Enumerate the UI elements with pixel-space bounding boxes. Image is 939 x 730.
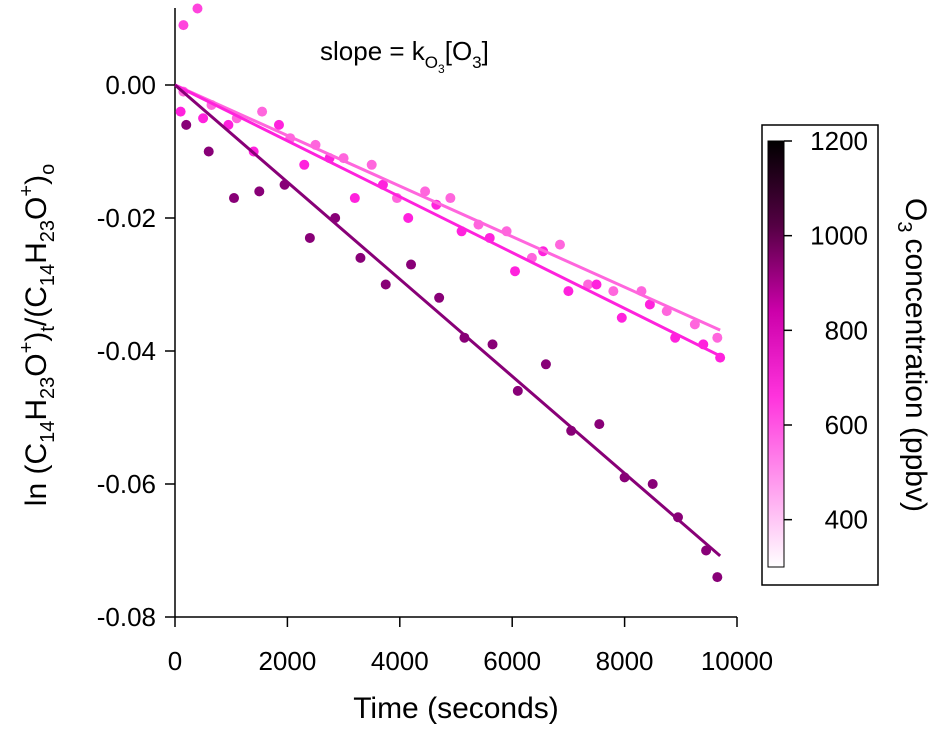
data-point: [178, 20, 189, 31]
data-point: [273, 119, 284, 130]
data-point: [181, 119, 192, 130]
data-point: [583, 279, 594, 290]
y-ticks: 0.00 -0.02 -0.04 -0.06 -0.08: [97, 70, 175, 632]
data-point: [420, 186, 431, 197]
x-tick-label: 6000: [483, 646, 541, 676]
data-point: [644, 299, 655, 310]
x-tick-label: 10000: [701, 646, 773, 676]
data-point: [403, 213, 414, 223]
fit-line: [174, 83, 721, 332]
fit-line: [174, 83, 722, 558]
colorbar-ticks: 400 600 800 1000 1200: [784, 126, 868, 535]
y-tick-label: 0.00: [105, 70, 156, 100]
data-point: [203, 146, 214, 157]
data-point: [712, 332, 723, 343]
data-point: [445, 193, 456, 204]
data-point: [175, 106, 186, 117]
data-point: [406, 259, 417, 270]
data-point: [616, 312, 627, 323]
data-point: [198, 113, 209, 124]
data-point: [355, 252, 366, 263]
data-point: [594, 419, 605, 430]
colorbar-tick-label: 400: [825, 505, 868, 535]
y-tick-label: -0.02: [97, 203, 156, 233]
x-tick-label: 0: [168, 646, 182, 676]
data-point: [304, 232, 315, 243]
data-point: [689, 319, 700, 330]
colorbar-tick-label: 600: [825, 410, 868, 440]
y-tick-label: -0.08: [97, 602, 156, 632]
x-tick-label: 2000: [258, 646, 316, 676]
colorbar-title: O3concentration (ppbv): [893, 198, 932, 512]
fit-lines: [174, 83, 722, 558]
data-point: [591, 279, 602, 290]
data-point: [229, 193, 240, 204]
x-tick-label: 8000: [596, 646, 654, 676]
data-point: [512, 385, 523, 396]
y-axis-title: ln (C14H23O+)t/(C14H23O+)o: [16, 164, 59, 506]
fit-line: [174, 83, 721, 358]
data-point: [608, 286, 619, 297]
x-axis-title: Time (seconds): [353, 692, 559, 725]
data-point: [540, 359, 551, 370]
colorbar-gradient: [767, 140, 785, 568]
data-point: [349, 193, 360, 204]
data-points: [175, 3, 726, 583]
data-point: [366, 159, 377, 170]
colorbar-tick-label: 1200: [810, 126, 868, 156]
data-point: [257, 106, 268, 117]
data-point: [380, 279, 391, 290]
data-point: [254, 186, 265, 197]
data-point: [554, 239, 565, 250]
y-tick-label: -0.04: [97, 336, 156, 366]
colorbar-tick-label: 1000: [810, 221, 868, 251]
x-ticks: 0 2000 4000 6000 8000 10000: [168, 617, 773, 676]
data-point: [563, 286, 574, 297]
data-point: [434, 292, 445, 303]
data-point: [192, 3, 203, 14]
y-tick-label: -0.06: [97, 469, 156, 499]
slope-annotation: slope = kO3[O3]: [320, 36, 489, 76]
data-point: [487, 339, 498, 350]
colorbar-tick-label: 800: [825, 315, 868, 345]
x-tick-label: 4000: [371, 646, 429, 676]
data-point: [510, 266, 521, 277]
data-point: [647, 479, 658, 489]
data-point: [701, 545, 712, 556]
data-point: [712, 572, 723, 583]
data-point: [299, 159, 310, 170]
